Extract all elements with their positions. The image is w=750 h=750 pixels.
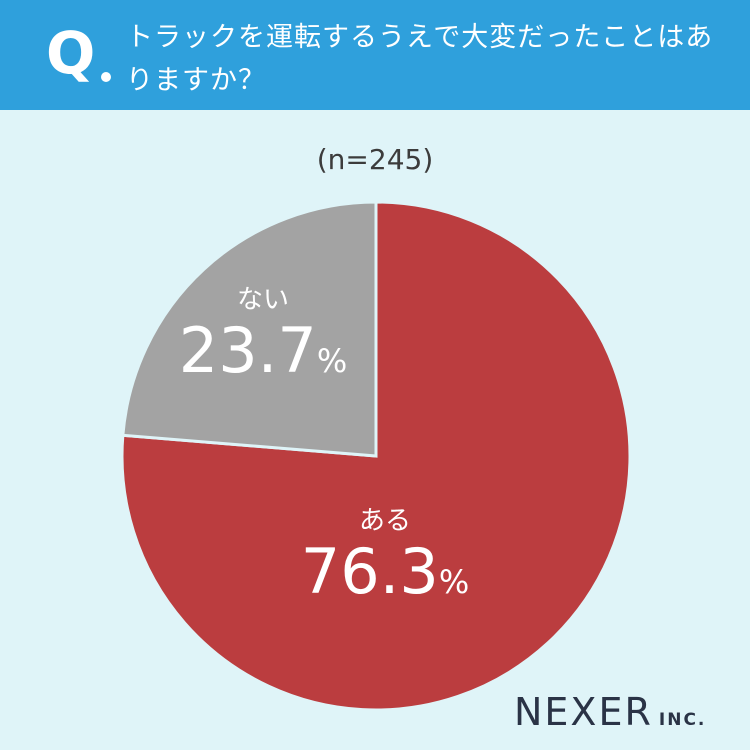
slice-unit-no: % [316,342,348,380]
question-header: Q トラックを運転するうえで大変だったことはありますか？ [0,0,750,110]
logo-sub: INC. [658,710,707,730]
slice-label-no: ない 23.7% [168,284,358,386]
question-mark: Q [46,19,96,87]
logo-main: NEXER [514,690,653,734]
slice-name-no: ない [236,285,289,315]
question-text: トラックを運転するうえで大変だったことはありますか？ [126,22,714,96]
slice-value-no: 23.7 [178,314,317,387]
slice-unit-yes: % [438,563,470,601]
slice-name-yes: ある [358,506,411,536]
sample-size: (n=245) [316,143,434,176]
slice-value-yes: 76.3 [300,535,439,608]
pie-slice-no [121,200,378,458]
company-logo: NEXER INC. [514,690,706,734]
question-mark-dot [101,72,111,82]
slice-label-yes: ある 76.3% [280,505,490,607]
